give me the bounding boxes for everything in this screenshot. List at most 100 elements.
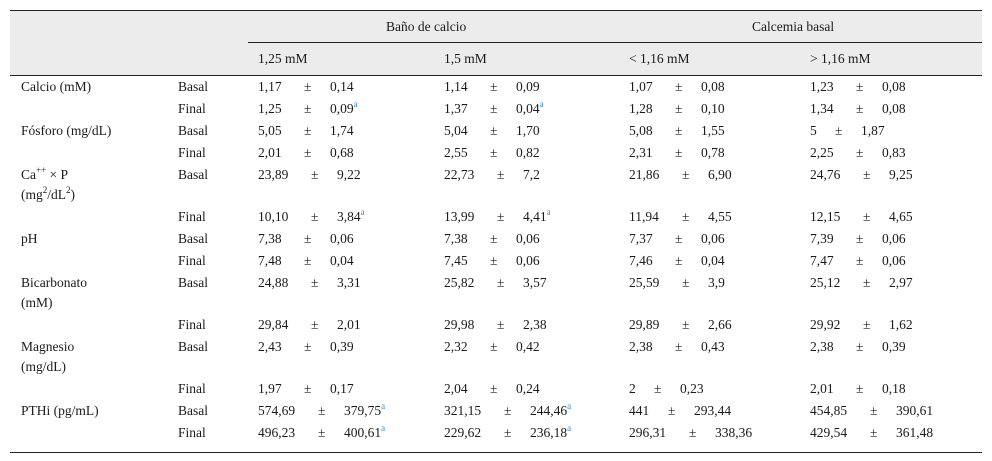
plus-minus-sign: ±	[490, 79, 498, 94]
group-header-basal-calcemia: Calcemia basal	[752, 19, 835, 34]
cell-sd: 0,06	[882, 253, 906, 268]
plus-minus-sign: ±	[654, 381, 662, 396]
row-condition-label: Basal	[178, 275, 208, 290]
plus-minus-sign: ±	[856, 101, 864, 116]
cell-mean: 22,73	[444, 167, 475, 182]
plus-minus-sign: ±	[856, 253, 864, 268]
cell-sd: 0,06	[701, 231, 725, 246]
plus-minus-sign: ±	[835, 123, 843, 138]
significance-footnote-mark: a	[567, 422, 572, 433]
cell-mean: 454,85	[810, 403, 848, 418]
cell-mean: 429,54	[810, 425, 848, 440]
cell-mean: 7,45	[444, 253, 468, 268]
cell-mean: 5,04	[444, 123, 468, 138]
row-condition-label: Final	[178, 253, 206, 268]
cell-sd: 293,44	[694, 403, 732, 418]
plus-minus-sign: ±	[675, 145, 683, 160]
cell-mean: 7,38	[444, 231, 468, 246]
cell-mean: 1,28	[629, 101, 653, 116]
cell-sd: 2,01	[337, 317, 361, 332]
cell-sd: 0,14	[330, 79, 354, 94]
cell-mean: 2,01	[258, 145, 282, 160]
cell-mean: 5,08	[629, 123, 653, 138]
cell-mean: 25,12	[810, 275, 841, 290]
cell-mean: 7,38	[258, 231, 282, 246]
cell-sd: 2,38	[523, 317, 547, 332]
parameter-label: Bicarbonato (mM)	[21, 275, 87, 310]
row-condition-label: Basal	[178, 231, 208, 246]
cell-mean: 11,94	[629, 209, 659, 224]
cell-sd: 2,97	[889, 275, 913, 290]
cell-sd: 1,74	[330, 123, 354, 138]
plus-minus-sign: ±	[304, 381, 312, 396]
plus-minus-sign: ±	[856, 79, 864, 94]
cell-mean: 7,37	[629, 231, 653, 246]
cell-sd: 244,46a	[530, 400, 572, 418]
row-condition-label: Basal	[178, 79, 208, 94]
cell-mean: 5	[810, 123, 817, 138]
cell-sd: 1,87	[861, 123, 885, 138]
cell-mean: 2,01	[810, 381, 834, 396]
cell-mean: 7,46	[629, 253, 653, 268]
plus-minus-sign: ±	[490, 231, 498, 246]
plus-minus-sign: ±	[497, 209, 505, 224]
header-divider	[248, 42, 982, 43]
cell-mean: 7,47	[810, 253, 834, 268]
plus-minus-sign: ±	[318, 425, 326, 440]
plus-minus-sign: ±	[682, 167, 690, 182]
cell-mean: 496,23	[258, 425, 296, 440]
cell-sd: 3,84a	[337, 206, 365, 224]
cell-mean: 25,59	[629, 275, 660, 290]
cell-mean: 12,15	[810, 209, 841, 224]
cell-sd: 7,2	[523, 167, 540, 182]
plus-minus-sign: ±	[675, 123, 683, 138]
cell-mean: 574,69	[258, 403, 296, 418]
plus-minus-sign: ±	[311, 209, 319, 224]
cell-sd: 0,24	[516, 381, 540, 396]
plus-minus-sign: ±	[490, 123, 498, 138]
plus-minus-sign: ±	[497, 167, 505, 182]
plus-minus-sign: ±	[497, 317, 505, 332]
cell-sd: 0,06	[330, 231, 354, 246]
cell-sd: 1,70	[516, 123, 540, 138]
cell-sd: 0,42	[516, 339, 540, 354]
cell-sd: 3,31	[337, 275, 361, 290]
significance-footnote-mark: a	[381, 400, 386, 411]
cell-mean: 2,25	[810, 145, 834, 160]
row-condition-label: Final	[178, 209, 206, 224]
row-condition-label: Basal	[178, 123, 208, 138]
parameter-label: Fósforo (mg/dL)	[21, 123, 112, 138]
cell-mean: 2,32	[444, 339, 468, 354]
cell-mean: 321,15	[444, 403, 482, 418]
cell-mean: 1,07	[629, 79, 653, 94]
plus-minus-sign: ±	[675, 339, 683, 354]
cell-mean: 1,23	[810, 79, 834, 94]
significance-footnote-mark: a	[381, 422, 386, 433]
cell-sd: 0,04	[330, 253, 354, 268]
significance-footnote-mark: a	[360, 206, 365, 217]
column-header-2: 1,5 mM	[444, 51, 487, 66]
plus-minus-sign: ±	[675, 79, 683, 94]
row-condition-label: Final	[178, 317, 206, 332]
parameter-label: PTHi (pg/mL)	[21, 403, 99, 418]
cell-sd: 0,39	[330, 339, 354, 354]
cell-mean: 1,37	[444, 101, 468, 116]
plus-minus-sign: ±	[490, 101, 498, 116]
cell-mean: 229,62	[444, 425, 482, 440]
cell-sd: 4,65	[889, 209, 913, 224]
cell-sd: 0,06	[516, 231, 540, 246]
group-header-calcium-bath: Baño de calcio	[386, 19, 467, 34]
plus-minus-sign: ±	[304, 253, 312, 268]
plus-minus-sign: ±	[870, 425, 878, 440]
cell-mean: 29,84	[258, 317, 289, 332]
cell-mean: 1,17	[258, 79, 282, 94]
plus-minus-sign: ±	[304, 123, 312, 138]
plus-minus-sign: ±	[304, 101, 312, 116]
parameter-label: pH	[21, 231, 38, 246]
plus-minus-sign: ±	[304, 145, 312, 160]
cell-sd: 0,39	[882, 339, 906, 354]
plus-minus-sign: ±	[856, 231, 864, 246]
cell-mean: 25,82	[444, 275, 475, 290]
plus-minus-sign: ±	[856, 145, 864, 160]
